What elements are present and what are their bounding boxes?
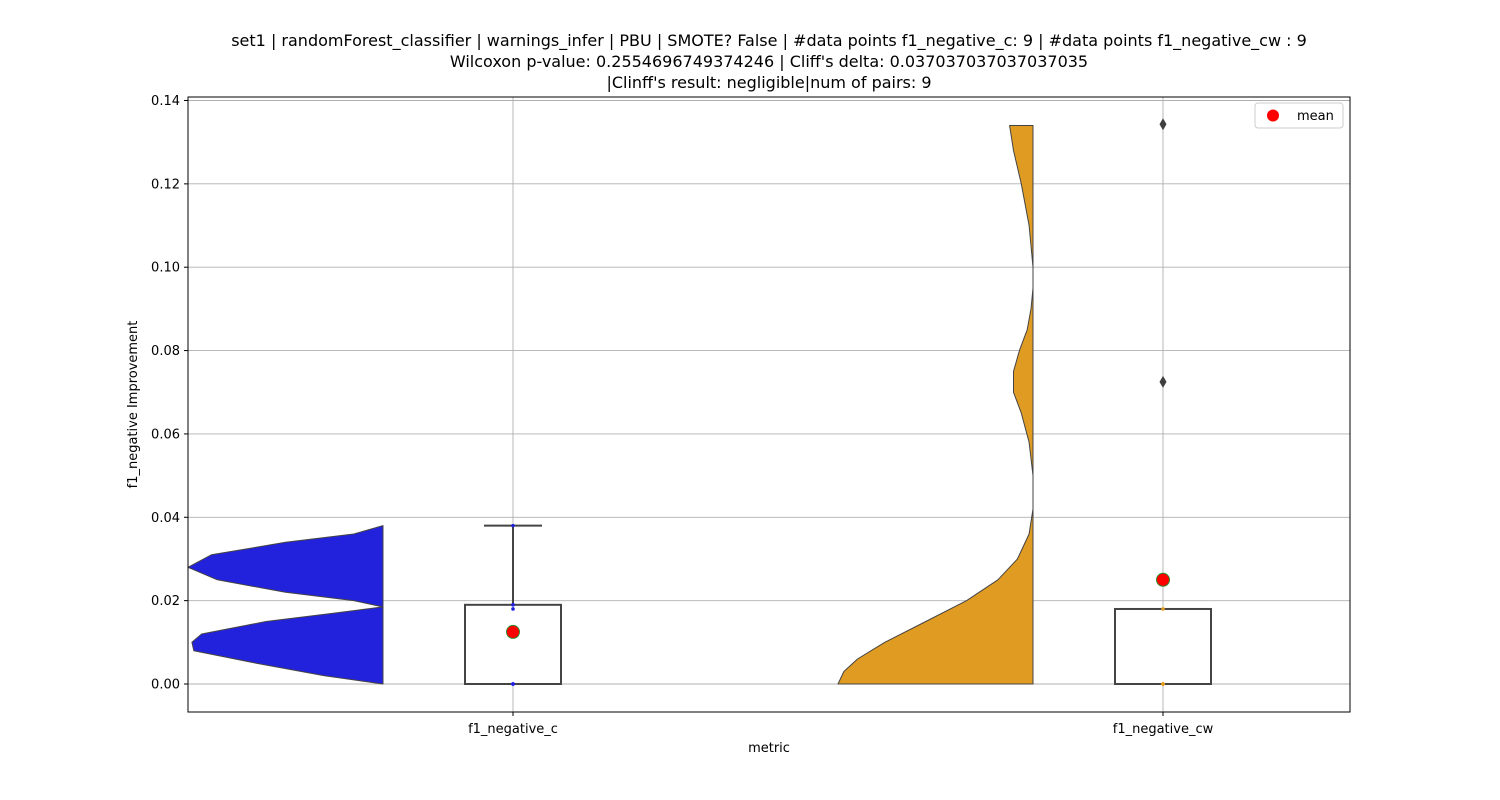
violin-f1_negative_c <box>187 525 384 685</box>
plot-frame <box>187 96 1351 713</box>
y-tick-label: 0.08 <box>151 344 180 359</box>
box-f1_negative_cw <box>1114 607 1212 686</box>
violin-f1_negative_cw <box>837 125 1034 685</box>
boxes <box>464 118 1212 686</box>
outlier-marker <box>1159 118 1167 131</box>
title-line-1: set1 | randomForest_classifier | warning… <box>231 31 1307 51</box>
legend-frame <box>1254 102 1344 129</box>
y-tick-label: 0.10 <box>151 261 180 276</box>
data-point <box>511 682 515 686</box>
mean-marker <box>1156 572 1170 587</box>
data-point <box>511 523 515 528</box>
y-tick-label: 0.02 <box>151 594 180 609</box>
x-tick-label: f1_negative_c <box>468 722 558 737</box>
legend: mean <box>1254 102 1344 129</box>
y-tick-label: 0.14 <box>151 94 180 109</box>
box-f1_negative_c <box>464 603 562 686</box>
data-point <box>511 607 515 611</box>
chart-title: set1 | randomForest_classifier | warning… <box>231 31 1307 92</box>
y-tick-label: 0.12 <box>151 177 180 192</box>
violins <box>187 125 1034 685</box>
y-tick-label: 0.06 <box>151 427 180 442</box>
outlier-marker <box>1159 375 1167 388</box>
x-tick-label: f1_negative_cw <box>1113 722 1214 737</box>
mean-marker <box>506 624 520 639</box>
y-axis-label: f1_negative Improvement <box>126 321 141 489</box>
legend-entry-mean: mean <box>1297 109 1334 124</box>
x-axis-label: metric <box>748 741 790 756</box>
data-point <box>1161 682 1165 686</box>
title-line-2: Wilcoxon p-value: 0.2554696749374246 | C… <box>450 52 1088 71</box>
data-point <box>511 603 515 607</box>
title-line-3: |Clinff's result: negligible|num of pair… <box>606 73 931 92</box>
data-point <box>1161 607 1165 611</box>
axis-ticks: 0.00 0.02 0.04 0.06 0.08 0.10 0.12 0.14 f1_negat… <box>151 94 1214 737</box>
y-tick-label: 0.04 <box>151 511 180 526</box>
y-tick-label: 0.00 <box>151 678 180 693</box>
legend-mean-marker <box>1267 109 1279 122</box>
